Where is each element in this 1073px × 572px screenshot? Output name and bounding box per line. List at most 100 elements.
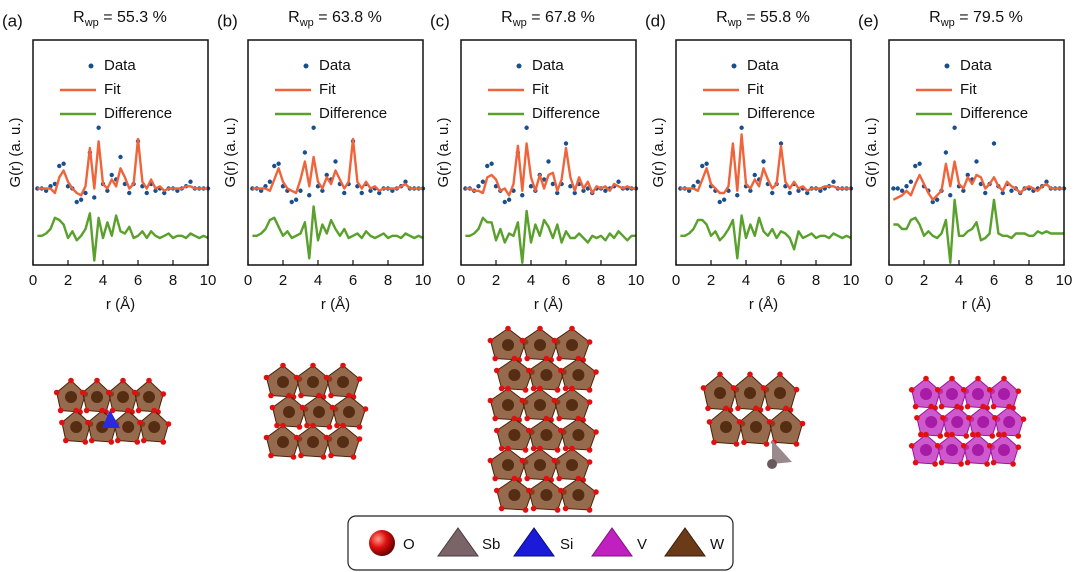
data-point: [896, 186, 900, 190]
oxygen-atom: [992, 415, 998, 421]
oxygen-atom: [563, 386, 569, 392]
legend-label: Sb: [482, 536, 500, 553]
oxygen-atom: [777, 372, 783, 378]
oxygen-atom: [949, 432, 955, 438]
data-point: [753, 173, 757, 177]
title-subscript: wp: [512, 17, 527, 29]
x-tick-label: 6: [990, 272, 998, 289]
oxygen-atom: [68, 378, 74, 384]
oxygen-atom: [1001, 432, 1007, 438]
oxygen-atom: [558, 428, 564, 434]
oxygen-atom: [523, 387, 529, 393]
data-point: [476, 184, 480, 188]
x-tick-label: 10: [200, 272, 217, 289]
oxygen-atom: [556, 416, 562, 422]
chart-title: Rwp = 79.5 %: [929, 9, 1023, 29]
oxygen-atom: [357, 424, 363, 430]
data-point: [904, 184, 908, 188]
oxygen-atom: [512, 416, 518, 422]
data-point: [290, 200, 294, 204]
oxygen-atom: [964, 433, 970, 439]
oxygen-atom: [125, 408, 131, 414]
metal-atom: [70, 421, 82, 433]
oxygen-atom: [351, 454, 357, 460]
x-tick-label: 10: [628, 272, 645, 289]
legend-label: Data: [104, 57, 136, 74]
oxygen-atom: [765, 406, 771, 412]
oxygen-atom: [524, 416, 530, 422]
data-point: [700, 164, 704, 168]
oxygen-atom: [531, 386, 537, 392]
oxygen-atom: [54, 390, 60, 396]
metal-atom: [780, 421, 792, 433]
oxygen-atom: [524, 356, 530, 362]
oxygen-atom: [587, 447, 593, 453]
data-point: [983, 191, 987, 195]
x-tick-label: 6: [134, 272, 142, 289]
metal-atom: [920, 388, 932, 400]
oxygen-atom: [161, 391, 167, 397]
data-point: [268, 180, 272, 184]
oxygen-atom: [914, 415, 920, 421]
chart-title: Rwp = 63.8 %: [288, 9, 382, 29]
x-tick-label: 10: [1056, 272, 1073, 289]
oxygen-atom: [1021, 416, 1027, 422]
metal-atom: [540, 429, 552, 441]
oxygen-atom: [975, 376, 981, 382]
oxygen-atom: [488, 458, 494, 464]
x-tick-label: 10: [415, 272, 432, 289]
oxygen-atom: [734, 441, 740, 447]
oxygen-atom: [310, 363, 316, 369]
data-point: [360, 191, 364, 195]
title-suffix: = 79.5 %: [955, 9, 1023, 26]
data-point: [333, 159, 337, 163]
oxygen-atom: [494, 368, 500, 374]
title-main: R: [288, 9, 300, 26]
oxygen-atom: [747, 372, 753, 378]
oxygen-atom: [499, 386, 505, 392]
oxygen-atom: [120, 378, 126, 384]
oxygen-atom: [563, 446, 569, 452]
y-axis-label: G(r) (a. u.): [650, 117, 667, 187]
metal-atom: [502, 459, 514, 471]
series-line: [37, 139, 208, 195]
oxygen-atom: [552, 338, 558, 344]
data-point: [696, 180, 700, 184]
oxygen-atom: [363, 406, 369, 412]
x-tick-label: 0: [244, 272, 252, 289]
oxygen-atom: [499, 506, 505, 512]
oxygen-atom: [909, 443, 915, 449]
oxygen-atom: [321, 454, 327, 460]
series-line: [893, 162, 1064, 200]
metal-atom: [277, 376, 289, 388]
oxygen-atom: [569, 386, 575, 392]
oxygen-atom: [300, 405, 306, 411]
data-point: [127, 191, 131, 195]
oxygen-atom: [346, 393, 352, 399]
panel-label: (d): [645, 11, 666, 30]
oxygen-atom: [935, 387, 941, 393]
data-point: [92, 195, 96, 199]
oxygen-atom: [913, 404, 919, 410]
metal-atom: [313, 406, 325, 418]
metal-atom: [572, 369, 584, 381]
oxygen-atom: [324, 375, 330, 381]
oxygen-atom: [558, 488, 564, 494]
oxygen-atom: [544, 356, 550, 362]
y-axis-label: G(r) (a. u.): [435, 117, 452, 187]
oxygen-atom: [58, 408, 64, 414]
metal-atom: [946, 444, 958, 456]
oxygen-atom: [328, 453, 334, 459]
data-point: [110, 173, 114, 177]
oxygen-atom: [552, 398, 558, 404]
panel-label: (b): [217, 11, 238, 30]
oxygen-atom: [555, 387, 561, 393]
x-tick-label: 2: [707, 272, 715, 289]
oxygen-atom: [304, 423, 310, 429]
metal-atom: [1003, 416, 1015, 428]
metal-atom: [534, 399, 546, 411]
metal-atom: [750, 421, 762, 433]
oxygen-atom: [537, 446, 543, 452]
oxygen-atom: [526, 368, 532, 374]
data-point: [735, 193, 739, 197]
